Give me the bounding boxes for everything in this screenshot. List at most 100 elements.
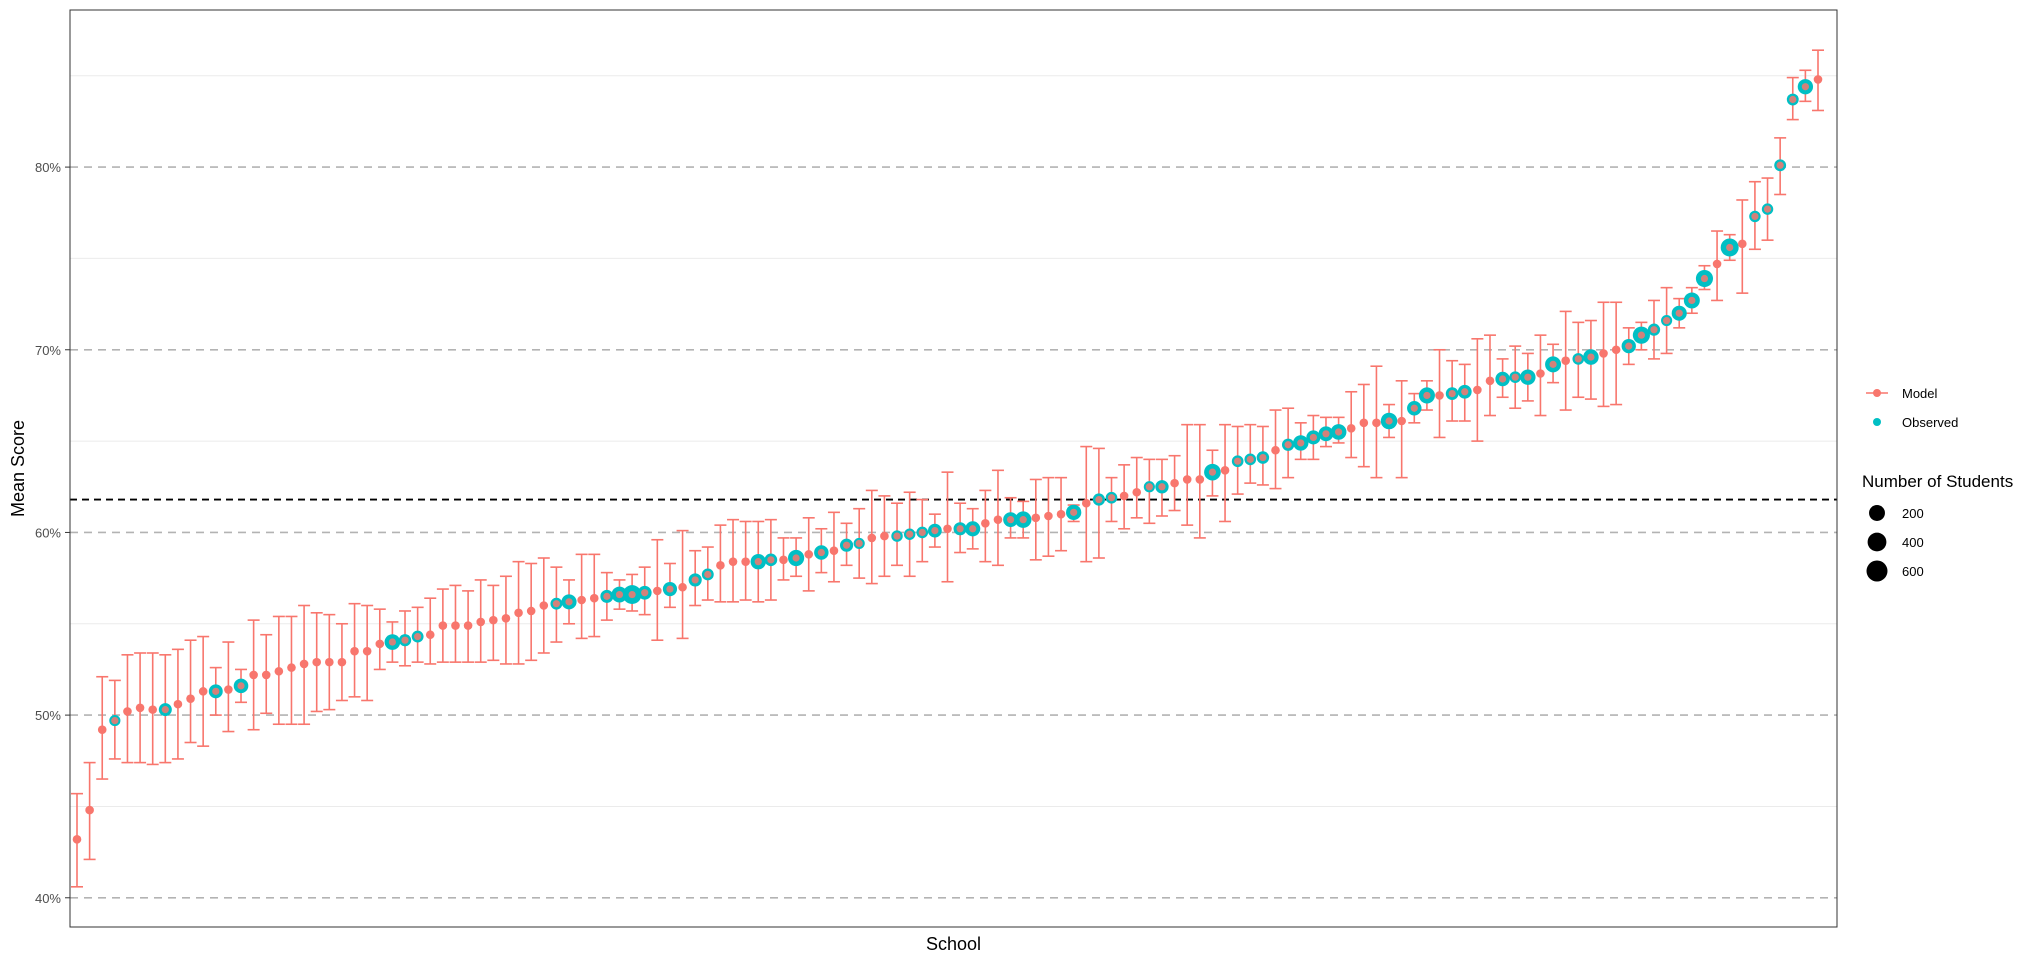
model-point — [212, 687, 220, 695]
model-point — [1309, 433, 1317, 442]
model-point — [237, 682, 245, 690]
model-point — [1536, 369, 1545, 378]
model-point — [72, 835, 82, 844]
y-tick-label: 60% — [35, 525, 61, 540]
model-point — [792, 554, 800, 562]
model-point — [1461, 388, 1469, 396]
model-point — [867, 533, 877, 543]
model-point — [691, 576, 699, 584]
model-point — [1132, 487, 1142, 497]
model-point — [1182, 475, 1192, 484]
model-point — [1056, 509, 1066, 519]
model-point — [337, 657, 347, 667]
model-point — [135, 703, 145, 713]
model-point — [1473, 385, 1482, 395]
model-point — [641, 589, 649, 597]
model-point — [161, 706, 169, 714]
model-point — [666, 585, 674, 593]
model-point — [741, 557, 750, 566]
model-point — [1234, 457, 1242, 465]
model-point — [628, 590, 636, 599]
size-legend-label: 600 — [1902, 564, 1924, 579]
model-point — [388, 638, 396, 646]
model-point — [1044, 511, 1053, 521]
legend-key-observed-dot — [1873, 418, 1881, 426]
model-point — [1511, 373, 1519, 381]
legend-label-observed: Observed — [1902, 415, 1958, 430]
model-point — [1346, 424, 1356, 433]
model-point — [993, 515, 1003, 524]
error-bar — [184, 639, 197, 744]
model-point — [1119, 491, 1129, 501]
model-point — [1397, 416, 1406, 426]
model-point — [981, 519, 990, 528]
model-point — [261, 670, 271, 680]
model-point — [1271, 445, 1280, 455]
observed-points-layer — [109, 79, 1814, 727]
legend-item-model: Model — [1866, 386, 1938, 401]
model-point — [1499, 375, 1507, 383]
model-point — [299, 659, 309, 669]
model-point — [716, 561, 725, 570]
model-point — [1776, 161, 1784, 169]
model-point — [1019, 516, 1027, 524]
model-point — [501, 613, 511, 623]
model-point — [362, 646, 372, 656]
model-point — [539, 601, 549, 610]
model-point — [1334, 428, 1343, 436]
error-bar — [1395, 380, 1408, 479]
model-point — [425, 630, 435, 640]
model-point — [603, 592, 611, 600]
y-tick-label: 80% — [35, 160, 61, 175]
model-point — [1095, 495, 1103, 504]
size-legend-label: 200 — [1902, 506, 1924, 521]
model-point — [1448, 390, 1456, 398]
model-point — [1763, 205, 1772, 213]
model-point — [198, 687, 208, 696]
model-point — [728, 557, 738, 566]
model-point — [1611, 345, 1621, 355]
y-axis-ticks: 40% 50% 60% 70% 80% — [35, 160, 70, 906]
model-point — [1372, 418, 1381, 428]
error-bars-layer — [71, 49, 1824, 888]
model-point — [1359, 418, 1369, 428]
model-point — [1738, 239, 1747, 249]
grid-layer — [70, 75, 1837, 899]
model-point — [1195, 475, 1205, 484]
y-axis-title: Mean Score — [8, 420, 28, 517]
model-point — [123, 707, 132, 716]
model-point — [552, 600, 561, 608]
model-point — [1107, 494, 1116, 502]
error-bar — [373, 608, 386, 671]
model-point — [829, 546, 839, 556]
model-point — [489, 615, 498, 625]
model-points-layer — [72, 75, 1823, 844]
model-point — [615, 590, 624, 599]
model-point — [350, 646, 359, 656]
model-point — [893, 532, 901, 540]
model-point — [414, 632, 422, 641]
model-point — [1650, 326, 1658, 334]
model-point — [463, 621, 473, 630]
model-point — [1031, 513, 1041, 523]
model-point — [1170, 478, 1179, 488]
model-point — [1070, 508, 1078, 516]
model-point — [1220, 466, 1230, 475]
model-point — [438, 621, 448, 630]
model-point — [1385, 417, 1393, 425]
model-point — [1675, 309, 1683, 317]
model-point — [943, 524, 952, 534]
size-legend-key — [1869, 505, 1885, 521]
model-point — [1712, 259, 1722, 269]
model-point — [325, 657, 334, 667]
model-point — [754, 558, 762, 566]
model-point — [969, 525, 977, 533]
size-legend-key — [1867, 532, 1887, 552]
model-point — [931, 527, 939, 535]
model-point — [956, 525, 964, 533]
model-point — [767, 556, 775, 564]
model-point — [287, 663, 296, 672]
model-point — [1423, 391, 1431, 400]
model-point — [148, 705, 157, 714]
